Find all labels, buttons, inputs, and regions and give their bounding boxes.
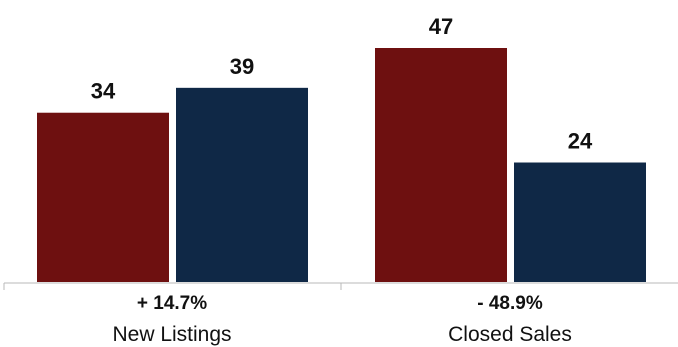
change-label-closed-sales: - 48.9% [477, 293, 543, 314]
bar-new-listings-series-2 [176, 87, 308, 282]
bar-new-listings-series-1 [37, 112, 169, 282]
category-label-new-listings: New Listings [112, 323, 231, 346]
data-label-new-listings-series-1: 34 [91, 79, 116, 104]
data-label-new-listings-series-2: 39 [230, 54, 254, 79]
value-labels-layer: 34 39 47 24 [91, 14, 593, 154]
category-label-closed-sales: Closed Sales [448, 323, 572, 346]
data-label-closed-sales-series-1: 47 [429, 14, 453, 39]
change-label-new-listings: + 14.7% [137, 293, 207, 314]
bars-layer [37, 48, 646, 282]
bar-closed-sales-series-1 [375, 48, 507, 282]
data-label-closed-sales-series-2: 24 [568, 129, 593, 154]
bar-closed-sales-series-2 [514, 162, 646, 282]
